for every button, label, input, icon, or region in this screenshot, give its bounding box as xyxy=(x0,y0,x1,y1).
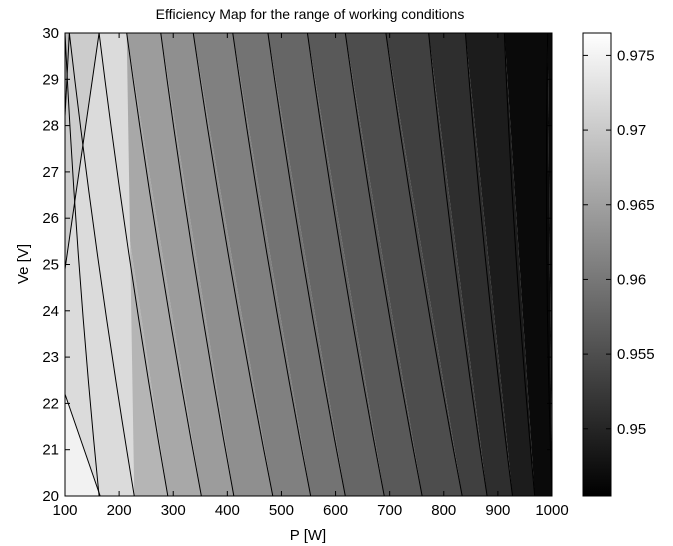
x-tick-label: 300 xyxy=(161,502,186,519)
contour-region xyxy=(428,33,513,496)
contour-region xyxy=(385,33,488,496)
x-axis-label: P [W] xyxy=(290,527,326,544)
colorbar-tick-label: 0.95 xyxy=(617,421,646,438)
contour-region xyxy=(160,33,273,496)
contour-line xyxy=(306,33,385,496)
colorbar-tick-label: 0.975 xyxy=(617,47,655,64)
contour-region xyxy=(126,33,234,496)
contour-line xyxy=(126,33,202,496)
contour-line xyxy=(428,33,488,496)
x-tick-label: 700 xyxy=(377,502,402,519)
x-tick-label: 900 xyxy=(485,502,510,519)
contour-region xyxy=(345,33,463,496)
contour-line xyxy=(65,393,101,496)
contour-region xyxy=(193,33,311,496)
contour-line xyxy=(160,33,235,496)
y-tick-label: 22 xyxy=(42,395,59,412)
contour-line xyxy=(65,33,100,270)
contour-region xyxy=(465,33,535,496)
contour-line xyxy=(385,33,463,496)
colorbar-tick-label: 0.96 xyxy=(617,271,646,288)
y-tick-label: 30 xyxy=(42,25,59,42)
y-tick-label: 25 xyxy=(42,257,59,274)
x-tick-label: 600 xyxy=(323,502,348,519)
colorbar-tick-label: 0.965 xyxy=(617,197,655,214)
colorbar-ticks: 0.95 0.955 0.96 0.965 0.97 0.975 xyxy=(583,47,655,438)
y-axis-ticks: 20 21 22 23 24 25 26 27 28 29 30 xyxy=(42,25,552,505)
y-tick-label: 26 xyxy=(42,210,59,227)
contour-line xyxy=(545,33,552,496)
contour-region xyxy=(267,33,385,496)
contour-line xyxy=(232,33,312,496)
contour-line xyxy=(267,33,346,496)
x-tick-label: 100 xyxy=(52,502,77,519)
y-tick-label: 24 xyxy=(42,303,59,320)
contour-regions xyxy=(65,33,552,496)
contour-line xyxy=(344,33,423,496)
x-tick-label: 400 xyxy=(215,502,240,519)
colorbar-tick-label: 0.97 xyxy=(617,122,646,139)
contour-line xyxy=(68,33,135,496)
colorbar-tick-label: 0.955 xyxy=(617,346,655,363)
x-tick-label: 500 xyxy=(269,502,294,519)
contour-line xyxy=(192,33,274,496)
x-tick-label: 200 xyxy=(107,502,132,519)
y-tick-label: 28 xyxy=(42,118,59,135)
contour-line xyxy=(464,33,513,496)
contour-line xyxy=(503,33,536,496)
contour-line xyxy=(98,33,169,496)
chart-title: Efficiency Map for the range of working … xyxy=(156,6,465,22)
x-tick-label: 1000 xyxy=(535,502,568,519)
y-tick-label: 23 xyxy=(42,349,59,366)
x-tick-label: 800 xyxy=(431,502,456,519)
contour-line xyxy=(65,33,100,496)
y-tick-label: 21 xyxy=(42,442,59,459)
contour-region xyxy=(307,33,423,496)
contour-region xyxy=(504,33,552,496)
y-tick-label: 20 xyxy=(42,488,59,505)
contour-region xyxy=(65,33,135,496)
y-tick-label: 29 xyxy=(42,71,59,88)
contour-line xyxy=(65,33,70,117)
y-axis-label: Ve [V] xyxy=(15,244,32,284)
contour-region xyxy=(232,33,346,496)
y-tick-label: 27 xyxy=(42,164,59,181)
colorbar xyxy=(582,32,612,497)
contour-lines xyxy=(65,33,552,496)
x-axis-ticks: 100 200 300 400 500 600 700 800 900 1000 xyxy=(52,33,569,519)
